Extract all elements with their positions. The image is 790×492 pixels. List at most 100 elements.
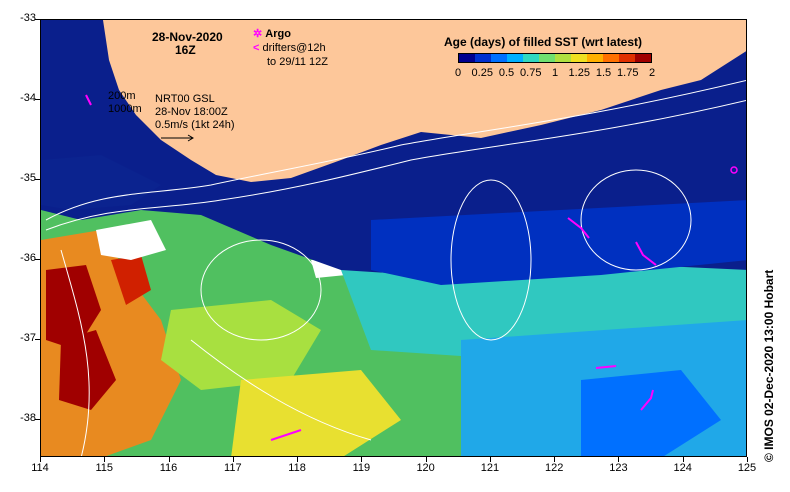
x-tick-label: 122: [544, 462, 564, 474]
red-patch-3: [111, 255, 151, 305]
x-tick: [40, 457, 41, 462]
drifter-track-1: [567, 217, 590, 239]
y-tick: [35, 339, 40, 340]
x-tick-label: 117: [224, 462, 242, 474]
x-tick: [232, 457, 234, 462]
colorbar-tick-label: 1.5: [595, 67, 612, 79]
product-name: NRT00 GSL: [155, 93, 215, 105]
y-tick: [35, 419, 40, 420]
x-tick: [361, 457, 363, 462]
credit-label: © IMOS 02-Dec-2020 13:00 Hobart: [762, 269, 776, 462]
eddy-contour-2: [450, 179, 532, 341]
yellow-patch: [231, 370, 401, 456]
map-time: 16Z: [175, 43, 196, 57]
drifter-legend-label: drifters@12h: [262, 42, 326, 54]
x-tick: [554, 457, 556, 462]
x-tick-label: 114: [31, 462, 49, 474]
x-tick: [425, 457, 427, 462]
colorbar-segment: [539, 54, 555, 62]
argo-legend-label: Argo: [265, 28, 291, 40]
colorbar: [458, 53, 652, 63]
x-tick: [618, 457, 620, 462]
y-tick-label: -36: [20, 252, 36, 264]
x-tick: [682, 457, 684, 462]
drifter-track-5: [270, 429, 302, 441]
x-tick: [747, 457, 748, 462]
x-tick: [489, 457, 491, 462]
y-tick: [35, 179, 40, 180]
red-patch-1: [46, 265, 101, 350]
colorbar-tick-label: 2: [648, 67, 656, 79]
mid-blue-band: [371, 200, 746, 285]
map-date: 28-Nov-2020: [152, 30, 223, 44]
no-data-patch-1: [96, 220, 166, 260]
colorbar-tick-label: 1.25: [568, 67, 590, 79]
colorbar-segment: [635, 54, 651, 62]
x-tick-label: 123: [609, 462, 628, 474]
drifter-legend: < drifters@12h: [253, 42, 326, 54]
y-tick: [35, 99, 40, 100]
x-tick-label: 119: [352, 462, 371, 474]
colorbar-segment: [523, 54, 539, 62]
colorbar-segment: [459, 54, 475, 62]
y-tick-label: -35: [20, 172, 36, 184]
drifter-legend-icon: <: [253, 42, 260, 54]
credit-text: © IMOS 02-Dec-2020 13:00 Hobart: [762, 270, 776, 462]
vector-scale-label: 0.5m/s (1kt 24h): [155, 119, 235, 131]
colorbar-title: Age (days) of filled SST (wrt latest): [444, 35, 643, 49]
drifter-track-2: [635, 241, 657, 266]
x-tick-label: 124: [673, 462, 692, 474]
sst-map[interactable]: [40, 19, 747, 457]
drifter-track-3: [595, 365, 617, 369]
vector-scale-arrowhead: [187, 134, 194, 142]
x-tick-label: 115: [95, 462, 114, 474]
x-tick-label: 118: [288, 462, 306, 474]
colorbar-tick-label: 1: [551, 67, 559, 79]
colorbar-tick-label: 1.75: [617, 67, 639, 79]
colorbar-segment: [587, 54, 603, 62]
argo-float-marker: [730, 166, 738, 174]
colorbar-tick-label: 0: [454, 67, 462, 79]
isobath-200-label: 200m: [108, 90, 136, 102]
argo-legend-icon: ✲: [253, 28, 263, 40]
drifter-track-4: [640, 389, 654, 411]
y-tick-label: -33: [20, 12, 36, 24]
drifter-range: to 29/11 12Z: [267, 56, 328, 68]
colorbar-segment: [603, 54, 619, 62]
y-tick-label: -34: [20, 92, 36, 104]
colorbar-tick-label: 0.5: [498, 67, 515, 79]
colorbar-segment: [555, 54, 571, 62]
x-tick: [104, 457, 106, 462]
colorbar-segment: [491, 54, 507, 62]
x-tick-label: 121: [480, 462, 500, 474]
eddy-contour-5: [190, 339, 372, 441]
x-tick-label: 120: [416, 462, 435, 474]
x-tick: [297, 457, 299, 462]
eddy-contour-3: [580, 169, 692, 271]
sst-map-canvas: [41, 20, 746, 456]
drifter-track-6: [85, 94, 92, 106]
eddy-contour-1: [200, 239, 322, 341]
eddy-contour-4: [60, 249, 90, 456]
colorbar-segment: [619, 54, 635, 62]
x-tick-label: 116: [159, 462, 178, 474]
colorbar-tick-label: 0.75: [520, 67, 542, 79]
west-fresh-region: [41, 155, 161, 210]
blue-patch: [581, 370, 721, 456]
lime-patch: [161, 300, 321, 390]
isobath-1000-label: 1000m: [108, 103, 142, 115]
isobath-1000m: [45, 99, 746, 231]
isobath-200m: [45, 79, 746, 221]
colorbar-segment: [507, 54, 523, 62]
y-tick-label: -37: [20, 332, 36, 344]
colorbar-segment: [475, 54, 491, 62]
x-tick: [168, 457, 170, 462]
colorbar-tick-label: 0.25: [471, 67, 493, 79]
red-patch-2: [59, 330, 116, 410]
y-tick-label: -38: [20, 412, 36, 424]
x-tick-label: 125: [737, 462, 757, 474]
product-time: 28-Nov 18:00Z: [155, 106, 228, 118]
argo-legend: ✲ Argo: [253, 28, 291, 40]
y-tick: [35, 259, 40, 260]
colorbar-segment: [571, 54, 587, 62]
